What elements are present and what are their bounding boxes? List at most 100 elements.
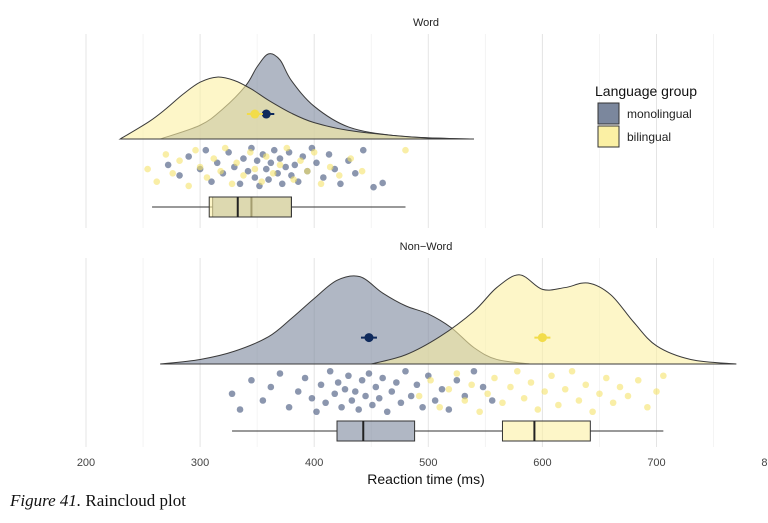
data-point-monolingual [351,388,359,395]
data-point-monolingual [285,403,293,411]
data-point-bilingual [258,178,266,185]
data-point-bilingual [555,401,562,409]
data-point-bilingual [653,388,660,395]
caption-text: Raincloud plot [85,491,186,510]
data-point-monolingual [488,397,496,404]
data-point-monolingual [393,379,400,386]
data-point-bilingual [568,367,576,375]
data-point-monolingual [331,390,339,398]
data-point-monolingual [176,172,183,179]
data-point-bilingual [310,149,318,156]
mean-point-monolingual [364,333,374,343]
data-point-monolingual [251,174,259,181]
data-point-monolingual [383,408,391,416]
data-point-bilingual [415,392,423,400]
data-point-bilingual [575,397,583,404]
data-point-monolingual [282,163,289,171]
data-point-bilingual [269,170,277,177]
data-point-bilingual [634,376,642,384]
data-point-bilingual [589,408,596,416]
data-point-monolingual [345,372,352,380]
data-point-monolingual [388,388,396,395]
data-point-bilingual [221,144,229,152]
data-point-bilingual [484,390,491,398]
data-point-bilingual [461,397,469,404]
data-point-monolingual [431,397,439,404]
data-point-bilingual [283,144,291,152]
data-point-bilingual [534,406,542,413]
data-point-monolingual [262,165,270,173]
data-point-bilingual [582,381,590,389]
legend-label-bilingual: bilingual [627,130,671,144]
data-point-monolingual [313,159,320,167]
data-point-monolingual [236,406,244,413]
data-point-bilingual [176,157,183,164]
x-tick-label: 600 [533,457,551,469]
data-point-bilingual [561,385,569,393]
data-point-monolingual [375,394,383,402]
data-point-monolingual [236,180,244,188]
data-point-monolingual [325,151,333,158]
data-point-bilingual [251,165,259,173]
data-point-bilingual [476,408,483,416]
panel-title: Word [413,17,439,29]
data-point-monolingual [313,408,320,416]
data-point-monolingual [365,370,373,377]
data-point-monolingual [445,406,453,413]
data-point-monolingual [308,394,316,402]
data-point-monolingual [355,406,362,413]
data-point-monolingual [276,370,284,377]
data-point-monolingual [362,392,369,400]
data-point-bilingual [453,370,461,377]
legend-label-monolingual: monolingual [627,107,692,121]
data-point-monolingual [379,374,386,382]
legend-title: Language group [595,83,697,99]
data-point-bilingual [402,146,409,154]
data-point-monolingual [348,397,356,404]
data-point-bilingual [228,180,236,188]
data-point-bilingual [527,379,535,386]
panel-titles: Word Non−Word [400,17,453,253]
data-point-bilingual [247,149,254,156]
data-point-monolingual [274,170,281,177]
data-point-monolingual [244,167,252,175]
data-point-monolingual [228,390,236,398]
data-point-monolingual [317,381,325,389]
data-point-monolingual [253,157,261,164]
data-point-bilingual [326,163,334,171]
x-tick-label: 700 [647,457,665,469]
data-point-monolingual [276,155,284,162]
data-point-bilingual [541,388,548,395]
data-point-monolingual [202,146,210,154]
panel-title: Non−Word [400,241,453,253]
plot-layer [118,53,737,442]
data-point-bilingual [276,161,284,169]
mean-point-bilingual [250,109,260,119]
data-point-bilingual [169,170,177,177]
data-point-monolingual [259,397,267,404]
figure-caption: Figure 41. Raincloud plot [10,491,186,511]
data-point-monolingual [370,183,377,191]
data-point-monolingual [270,146,278,154]
x-tick-label: 200 [77,457,95,469]
data-point-monolingual [301,374,309,382]
data-point-monolingual [407,392,415,400]
x-axis: 200 300 400 500 600 700 800 [77,457,768,469]
density-bilingual [371,274,737,365]
data-point-bilingual [144,165,151,173]
data-point-bilingual [520,394,528,402]
data-point-monolingual [359,146,367,154]
data-point-bilingual [358,167,366,175]
data-point-monolingual [413,381,421,389]
data-point-bilingual [304,167,311,175]
data-point-bilingual [445,385,453,393]
data-point-monolingual [240,155,247,162]
data-point-monolingual [320,174,327,181]
data-point-monolingual [294,388,302,395]
data-point-monolingual [479,383,487,391]
data-point-bilingual [596,390,603,398]
density-bilingual [118,76,474,140]
legend: Language group monolingual bilingual [595,83,697,148]
data-point-bilingual [616,383,624,391]
data-point-monolingual [322,399,329,407]
